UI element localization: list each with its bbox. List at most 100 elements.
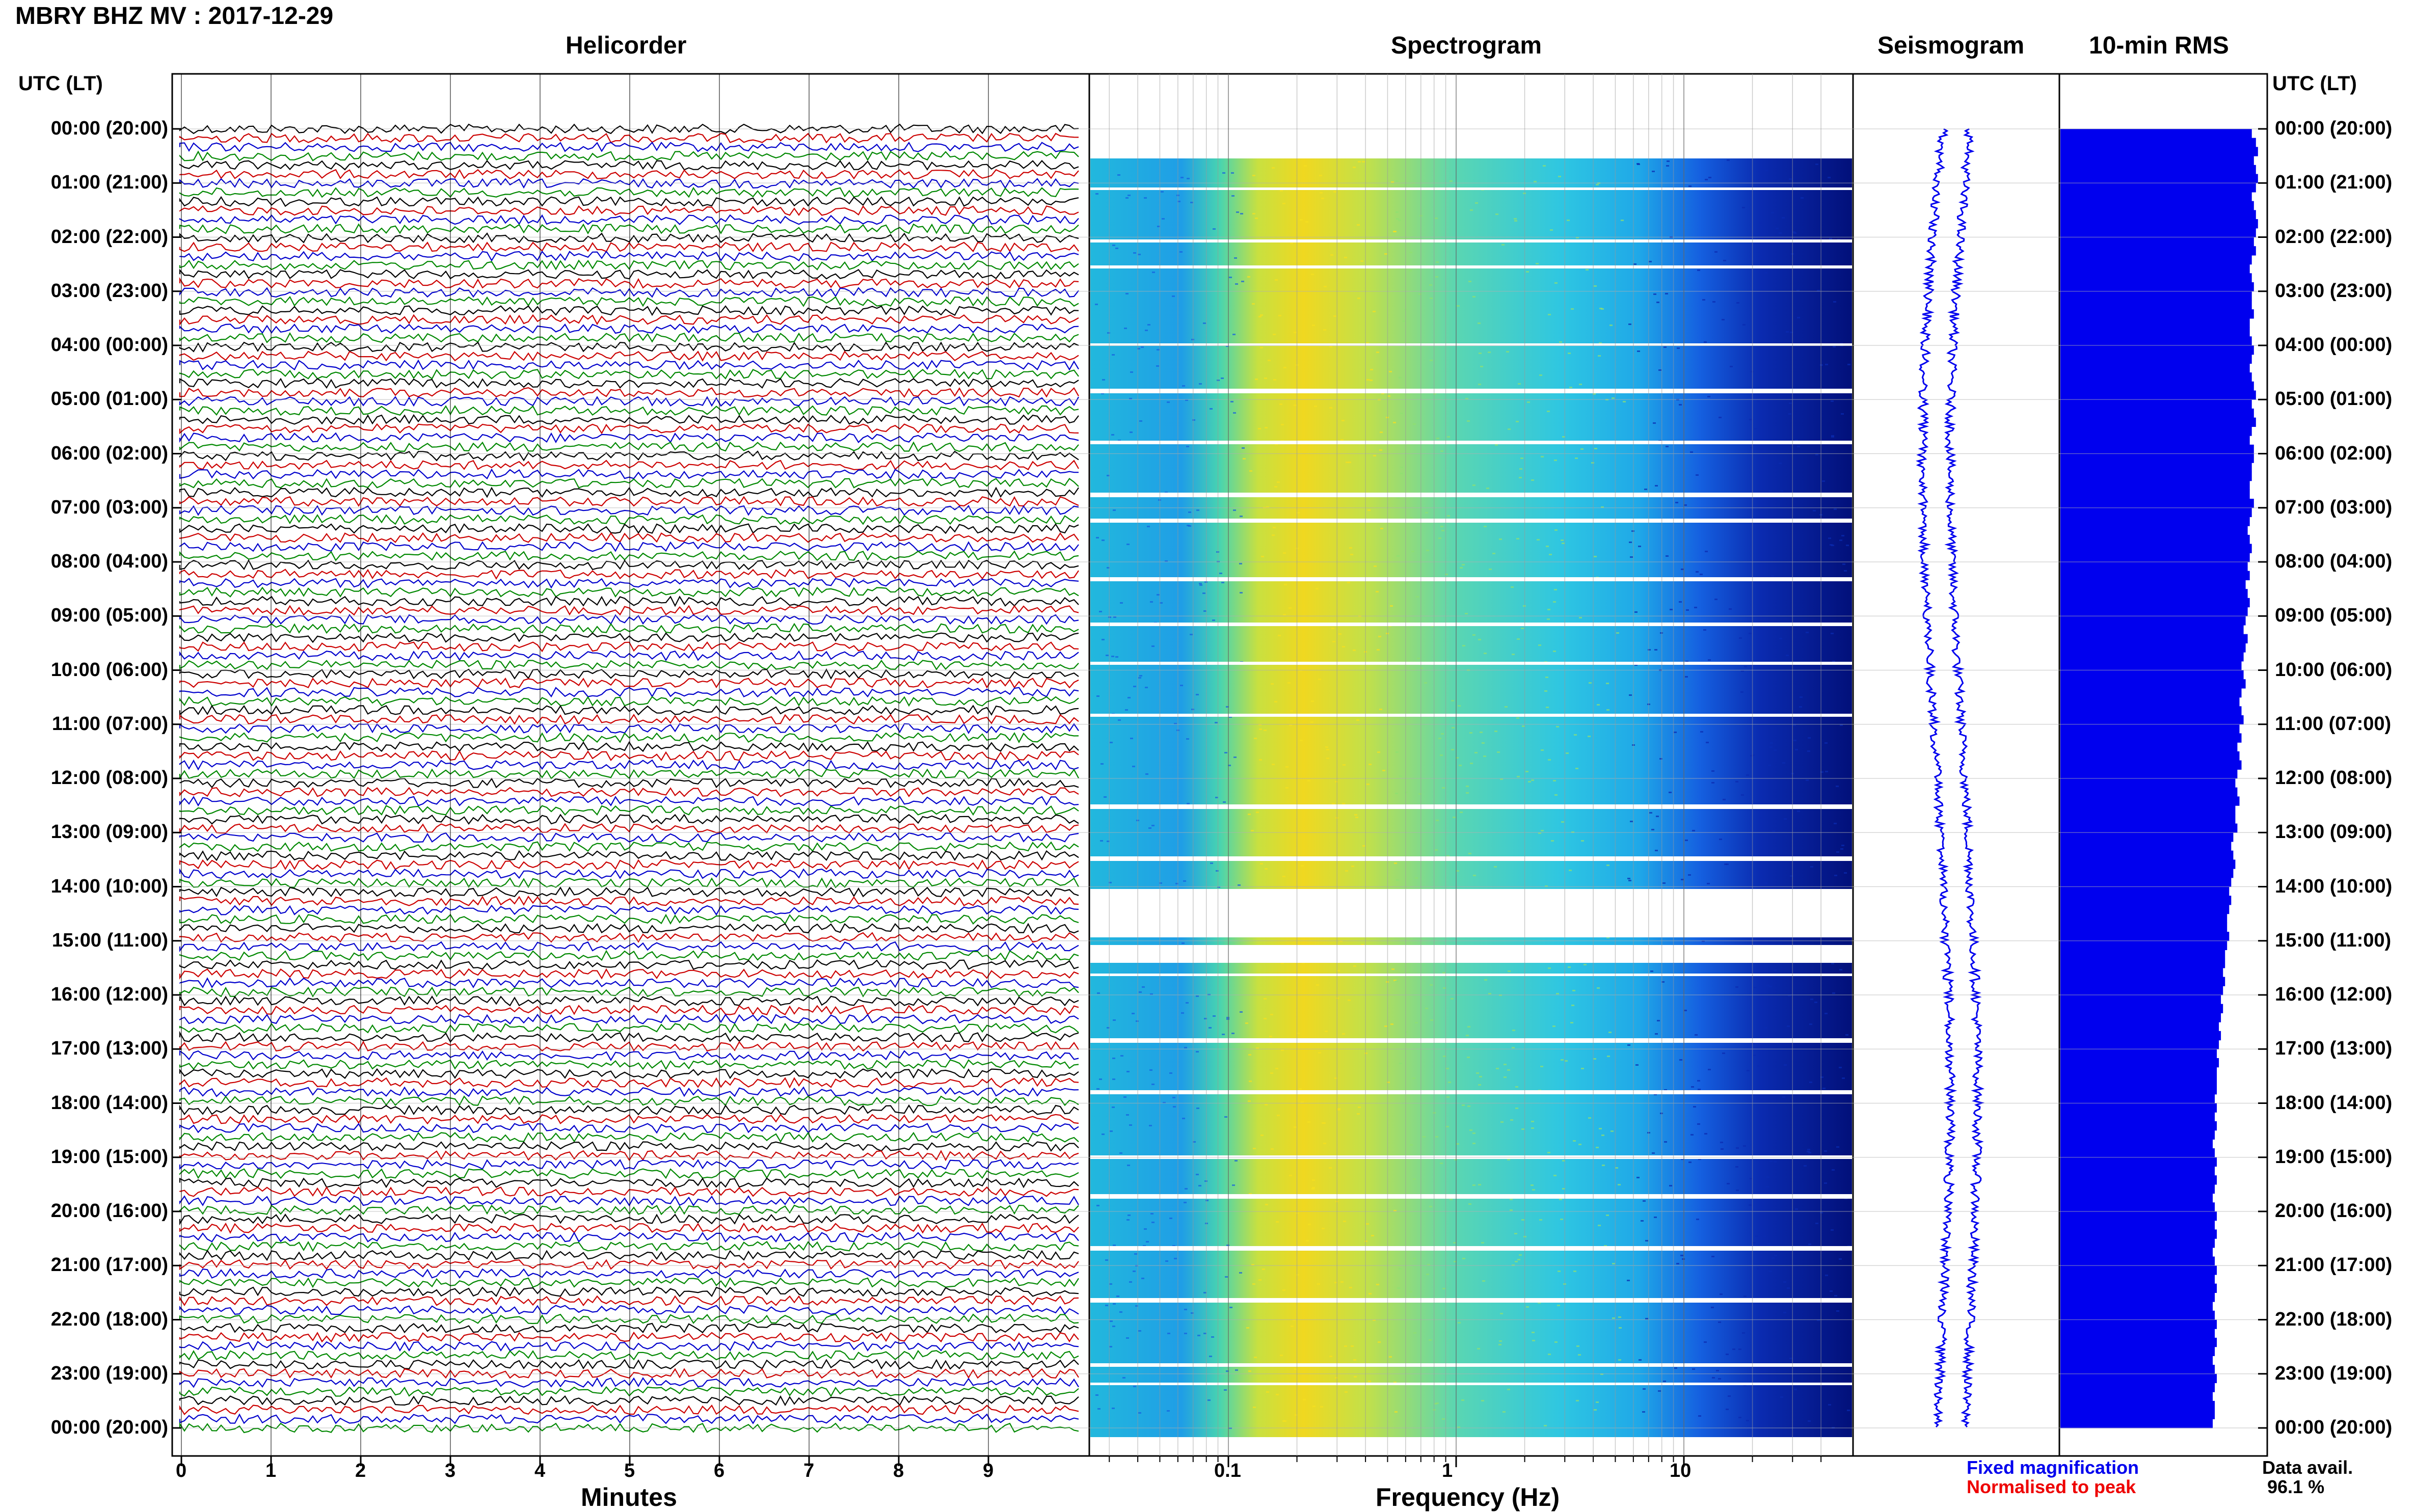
data-availability-value: 96.1 % bbox=[2267, 1476, 2325, 1497]
spectrogram-speckle bbox=[1522, 725, 1525, 727]
spectrogram-gap bbox=[1090, 577, 1852, 581]
spectrogram-speckle bbox=[1539, 1219, 1542, 1221]
spectrogram-speckle bbox=[1333, 315, 1336, 317]
helicorder-trace-line bbox=[179, 1150, 1079, 1162]
spectrogram-speckle bbox=[1126, 1337, 1129, 1339]
spectrogram-speckle bbox=[1373, 1319, 1376, 1321]
spectrogram-speckle bbox=[1112, 1408, 1115, 1409]
spectrogram-speckle bbox=[1326, 749, 1329, 750]
spectrogram-speckle bbox=[1507, 1069, 1510, 1071]
spectrogram-speckle bbox=[1260, 347, 1263, 348]
spectrogram-speckle bbox=[1258, 316, 1262, 317]
spectrogram-speckle bbox=[1631, 530, 1634, 532]
helicorder-trace-line bbox=[179, 677, 1079, 689]
spectrogram-speckle bbox=[1569, 870, 1572, 871]
spectrogram-speckle bbox=[1187, 525, 1190, 526]
helicorder-trace-line bbox=[179, 1213, 1079, 1226]
spectrogram-speckle bbox=[1719, 839, 1722, 840]
spectrogram-speckle bbox=[1571, 831, 1574, 833]
helicorder-trace-line bbox=[179, 1368, 1079, 1379]
spectrogram-speckle bbox=[1666, 446, 1669, 447]
spectrogram-speckle bbox=[1618, 1316, 1621, 1318]
helicorder-trace-line bbox=[179, 941, 1079, 953]
spectrogram-speckle bbox=[1546, 707, 1549, 708]
spectrogram-speckle bbox=[1378, 1341, 1381, 1343]
spectrogram-speckle bbox=[1330, 254, 1333, 256]
spectrogram-speckle bbox=[1554, 460, 1557, 461]
spectrogram-speckle bbox=[1548, 314, 1551, 315]
spectrogram-speckle bbox=[1120, 1055, 1123, 1057]
spectrogram-speckle bbox=[1831, 963, 1834, 964]
spectrogram-speckle bbox=[1559, 341, 1562, 343]
spectrogram-speckle bbox=[1202, 592, 1205, 594]
rms-bar bbox=[2060, 1229, 2217, 1239]
spectrogram-speckle bbox=[1412, 1297, 1415, 1299]
spectrogram-speckle bbox=[1438, 738, 1441, 739]
rms-bar bbox=[2060, 156, 2254, 166]
spectrogram-speckle bbox=[1618, 1184, 1621, 1185]
rms-bar bbox=[2060, 228, 2256, 238]
spectrogram-speckle bbox=[1297, 512, 1300, 514]
helicorder-trace-line bbox=[179, 741, 1079, 752]
spectrogram-speckle bbox=[1825, 1275, 1828, 1276]
spectrogram-speckle bbox=[1441, 530, 1444, 531]
spectrogram-speckle bbox=[1136, 1020, 1139, 1022]
spectrogram-speckle bbox=[1581, 1068, 1584, 1069]
spectrogram-speckle bbox=[1287, 682, 1291, 684]
spectrogram-speckle bbox=[1303, 1399, 1306, 1400]
helicorder-trace-line bbox=[179, 1013, 1079, 1025]
spectrogram-speckle bbox=[1747, 1070, 1750, 1071]
rms-bar bbox=[2060, 444, 2254, 454]
spectrogram-speckle bbox=[1369, 764, 1372, 765]
spectrogram-speckle bbox=[1760, 1374, 1763, 1376]
spectrogram-speckle bbox=[1794, 1389, 1797, 1390]
spectrogram-speckle bbox=[1126, 1071, 1130, 1072]
spectrogram-speckle bbox=[1132, 766, 1135, 767]
spectrogram-speckle bbox=[1727, 1183, 1730, 1184]
spectrogram-speckle bbox=[1349, 547, 1352, 549]
spectrogram-speckle bbox=[1669, 1185, 1672, 1186]
rms-bar bbox=[2060, 923, 2228, 932]
spectrogram-speckle bbox=[1335, 781, 1338, 782]
spectrogram-speckle bbox=[1557, 1305, 1560, 1306]
spectrogram-speckle bbox=[1601, 308, 1604, 310]
spectrogram-speckle bbox=[1759, 817, 1762, 819]
spectrogram-speckle bbox=[1661, 981, 1665, 983]
spectrogram-speckle bbox=[1294, 404, 1297, 406]
helicorder-trace-line bbox=[179, 1259, 1079, 1271]
spectrogram-speckle bbox=[1460, 812, 1463, 813]
seismogram-trace bbox=[1916, 128, 1985, 1428]
spectrogram-speckle bbox=[1199, 584, 1202, 586]
spectrogram-speckle bbox=[1259, 728, 1262, 730]
rms-bar bbox=[2060, 832, 2234, 842]
spectrogram-speckle bbox=[1519, 477, 1522, 478]
spectrogram-speckle bbox=[1548, 967, 1551, 969]
spectrogram-speckle bbox=[1732, 1348, 1735, 1350]
spectrogram-speckle bbox=[1240, 213, 1243, 214]
spectrogram-speckle bbox=[1138, 1330, 1141, 1332]
spectrogram-speckle bbox=[1692, 830, 1695, 831]
spectrogram-speckle bbox=[1436, 261, 1439, 263]
helicorder-trace-line bbox=[179, 1386, 1079, 1397]
frequency-tick-label: 0.1 bbox=[1214, 1460, 1241, 1481]
spectrogram-speckle bbox=[1281, 1049, 1284, 1051]
spectrogram-speckle bbox=[1399, 1268, 1402, 1270]
helicorder-trace-line bbox=[179, 714, 1079, 725]
spectrogram-speckle bbox=[1187, 803, 1190, 804]
spectrogram-speckle bbox=[1219, 573, 1222, 574]
spectrogram-speckle bbox=[1630, 821, 1633, 822]
spectrogram-speckle bbox=[1844, 872, 1847, 874]
spectrogram-speckle bbox=[1820, 1076, 1823, 1078]
helicorder-trace-line bbox=[179, 605, 1079, 616]
spectrogram-gap bbox=[1090, 343, 1852, 346]
helicorder-trace-line bbox=[179, 759, 1079, 771]
spectrogram-speckle bbox=[1807, 750, 1810, 752]
spectrogram-speckle bbox=[1141, 346, 1144, 348]
spectrogram-speckle bbox=[1243, 458, 1246, 460]
helicorder-trace-line bbox=[179, 1059, 1079, 1070]
spectrogram-speckle bbox=[1139, 991, 1142, 993]
spectrogram-gap bbox=[1090, 389, 1852, 393]
spectrogram-speckle bbox=[1126, 1114, 1129, 1116]
helicorder-trace-line bbox=[179, 586, 1079, 598]
spectrogram-speckle bbox=[1543, 165, 1546, 167]
